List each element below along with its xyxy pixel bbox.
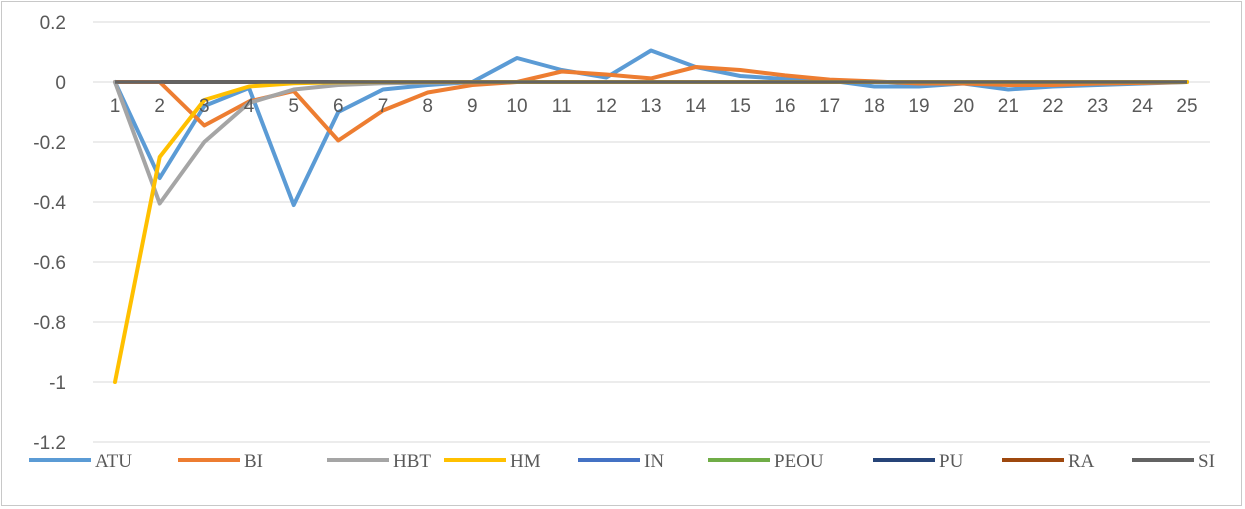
x-tick-label: 18 [864, 96, 885, 117]
x-tick-label: 20 [953, 96, 974, 117]
y-tick-label: -0.8 [33, 313, 66, 334]
legend-label: PEOU [774, 451, 824, 472]
series-line-hm [113, 80, 1189, 384]
legend-item-hbt: HBT [327, 451, 431, 472]
x-tick-label: 9 [467, 96, 478, 117]
x-tick-label: 21 [998, 96, 1019, 117]
legend: ATU BI HBT HM IN PEOU PU RA SI [29, 451, 1215, 472]
legend-item-atu: ATU [29, 451, 132, 472]
legend-item-ra: RA [1002, 451, 1095, 472]
x-tick-label: 4 [244, 96, 255, 117]
y-tick-label: 0.2 [40, 13, 66, 34]
legend-label: HBT [393, 451, 431, 472]
legend-label: BI [244, 451, 263, 472]
legend-label: IN [644, 451, 664, 472]
x-tick-label: 8 [422, 96, 433, 117]
y-tick-label: -0.6 [33, 253, 66, 274]
x-tick-label: 13 [640, 96, 661, 117]
x-tick-label: 7 [378, 96, 389, 117]
legend-item-pu: PU [873, 451, 964, 472]
x-tick-label: 14 [685, 96, 707, 117]
legend-item-bi: BI [178, 451, 263, 472]
x-tick-label: 10 [506, 96, 527, 117]
x-tick-label: 23 [1087, 96, 1108, 117]
x-tick-label: 12 [596, 96, 617, 117]
legend-item-in: IN [578, 451, 664, 472]
x-tick-label: 17 [819, 96, 840, 117]
legend-label: ATU [95, 451, 132, 472]
series-line-atu [113, 48, 1189, 207]
x-tick-label: 25 [1176, 96, 1197, 117]
y-tick-label: -0.2 [33, 133, 66, 154]
x-tick-label: 1 [110, 96, 121, 117]
x-axis-ticks: 1 2 3 4 5 6 7 8 9 10 11 12 13 14 15 16 17 18 19 20 21 22 23 24 2… [110, 96, 1198, 117]
legend-label: RA [1068, 451, 1095, 472]
x-tick-label: 24 [1132, 96, 1154, 117]
y-tick-label: 0 [55, 73, 66, 94]
x-tick-label: 6 [333, 96, 344, 117]
x-tick-label: 2 [154, 96, 165, 117]
y-axis-ticks: 0.2 0 -0.2 -0.4 -0.6 -0.8 -1 -1.2 [33, 13, 66, 454]
x-tick-label: 3 [199, 96, 210, 117]
legend-label: HM [510, 451, 541, 472]
legend-item-si: SI [1132, 451, 1215, 472]
x-tick-label: 22 [1042, 96, 1063, 117]
series-lines [113, 48, 1189, 384]
x-tick-label: 11 [552, 96, 572, 117]
legend-label: SI [1198, 451, 1215, 472]
x-tick-label: 5 [288, 96, 299, 117]
legend-label: PU [939, 451, 964, 472]
legend-item-hm: HM [444, 451, 541, 472]
x-tick-label: 15 [730, 96, 751, 117]
y-tick-label: -0.4 [33, 193, 66, 214]
y-tick-label: -1 [49, 373, 66, 394]
x-tick-label: 16 [774, 96, 795, 117]
x-tick-label: 19 [908, 96, 929, 117]
y-tick-label: -1.2 [33, 433, 66, 454]
legend-item-peou: PEOU [708, 451, 824, 472]
